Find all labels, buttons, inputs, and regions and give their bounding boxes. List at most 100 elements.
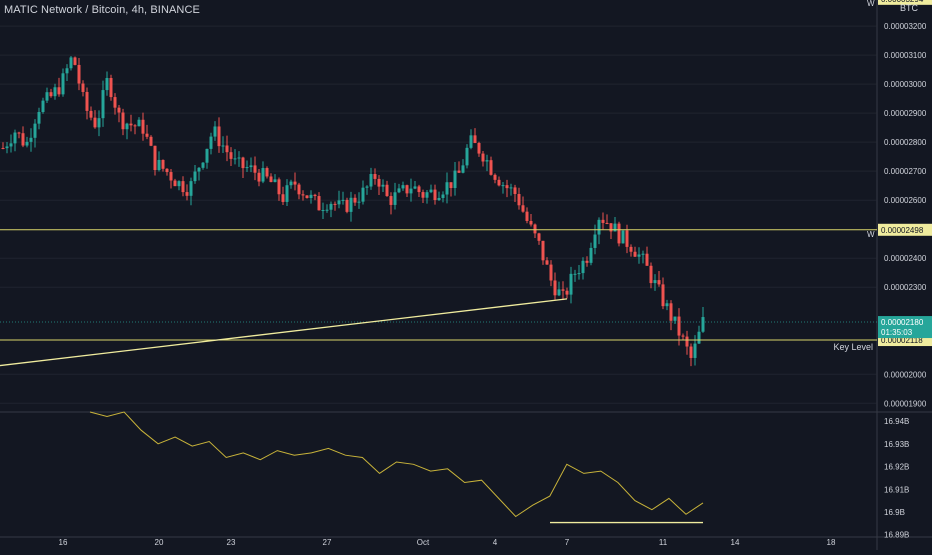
candle-body — [241, 157, 245, 169]
candle-body — [229, 152, 233, 159]
level-price-label: 0.00002118 — [881, 336, 923, 345]
candle-body — [285, 185, 289, 202]
candle-body — [169, 172, 173, 181]
x-tick-label: 16 — [59, 538, 68, 547]
candle-body — [689, 346, 693, 358]
candle-body — [637, 254, 641, 257]
candle-body — [601, 219, 605, 223]
candle-body — [549, 264, 553, 281]
y-tick-label: 0.00002300 — [884, 283, 927, 292]
candle-body — [353, 197, 357, 203]
candle-body — [421, 192, 425, 198]
candle-body — [357, 201, 361, 203]
x-tick-label: Oct — [417, 538, 430, 547]
candle-body — [437, 197, 441, 201]
candle-body — [461, 165, 465, 173]
candle-body — [209, 136, 213, 149]
key-level-annotation: Key Level — [833, 342, 873, 352]
candle-body — [413, 186, 417, 189]
candle-body — [497, 179, 501, 186]
candle-body — [533, 224, 537, 234]
candle-body — [261, 168, 265, 182]
candle-body — [469, 135, 473, 148]
x-tick-label: 4 — [493, 538, 498, 547]
level-marker-label: W — [867, 230, 875, 239]
candle-body — [593, 234, 597, 248]
candle-body — [481, 153, 485, 162]
candle-body — [77, 64, 81, 84]
candle-body — [157, 159, 161, 171]
x-tick-label: 7 — [565, 538, 570, 547]
candle-body — [377, 178, 381, 187]
candle-body — [493, 174, 497, 180]
candle-body — [273, 179, 277, 183]
y-tick-label: 0.00003100 — [884, 51, 927, 60]
y-tick-label: 0.00002700 — [884, 167, 927, 176]
indicator-series-line — [89, 411, 704, 518]
candle-body — [661, 284, 665, 307]
level-price-label: 0.00003294 — [881, 0, 924, 4]
candle-body — [25, 141, 29, 146]
candle-body — [45, 92, 49, 101]
candle-body — [693, 343, 697, 358]
y-tick-label: 0.00001900 — [884, 399, 927, 408]
candle-body — [269, 176, 273, 183]
level-price-tag — [878, 0, 932, 5]
candle-body — [361, 187, 365, 202]
candle-body — [501, 185, 505, 187]
indicator-tick-label: 16.93B — [884, 440, 909, 449]
candle-body — [193, 171, 197, 182]
candle-body — [441, 194, 445, 198]
candle-body — [17, 132, 21, 134]
candle-body — [257, 172, 261, 182]
candle-body — [1, 147, 5, 149]
candle-body — [233, 158, 237, 160]
candle-body — [629, 246, 633, 252]
candle-body — [457, 170, 461, 173]
x-tick-label: 14 — [731, 538, 740, 547]
candle-body — [129, 123, 133, 126]
candle-body — [625, 230, 629, 247]
candle-body — [313, 194, 317, 197]
candle-body — [73, 57, 77, 65]
indicator-tick-label: 16.92B — [884, 463, 909, 472]
candle-body — [345, 199, 349, 212]
candle-body — [669, 303, 673, 321]
candle-body — [485, 160, 489, 162]
candle-body — [397, 188, 401, 193]
candle-body — [109, 78, 113, 98]
candle-body — [489, 160, 493, 175]
candle-body — [429, 189, 433, 193]
indicator-tick-label: 16.94B — [884, 417, 909, 426]
candle-body — [541, 240, 545, 261]
candle-body — [645, 253, 649, 266]
candle-body — [401, 185, 405, 189]
candle-body — [513, 187, 517, 195]
candle-body — [685, 336, 689, 347]
candle-body — [5, 146, 9, 149]
candle-body — [317, 196, 321, 211]
candle-body — [545, 260, 549, 265]
candle-body — [225, 145, 229, 153]
candle-body — [93, 117, 97, 128]
candle-body — [29, 137, 33, 142]
candle-body — [221, 145, 225, 147]
candle-body — [301, 194, 305, 196]
candle-body — [245, 167, 249, 169]
candle-body — [249, 165, 253, 168]
candle-body — [373, 174, 377, 179]
y-tick-label: 0.00002900 — [884, 109, 927, 118]
candle-body — [137, 119, 141, 127]
candle-body — [97, 118, 101, 128]
candle-body — [121, 112, 125, 130]
candle-body — [85, 91, 89, 111]
y-tick-label: 0.00002600 — [884, 196, 927, 205]
candle-body — [145, 133, 149, 137]
candle-body — [181, 181, 185, 193]
candle-body — [65, 68, 69, 74]
current-price-label: 0.00002180 — [881, 318, 924, 327]
candle-body — [521, 205, 525, 212]
candle-body — [133, 125, 137, 127]
